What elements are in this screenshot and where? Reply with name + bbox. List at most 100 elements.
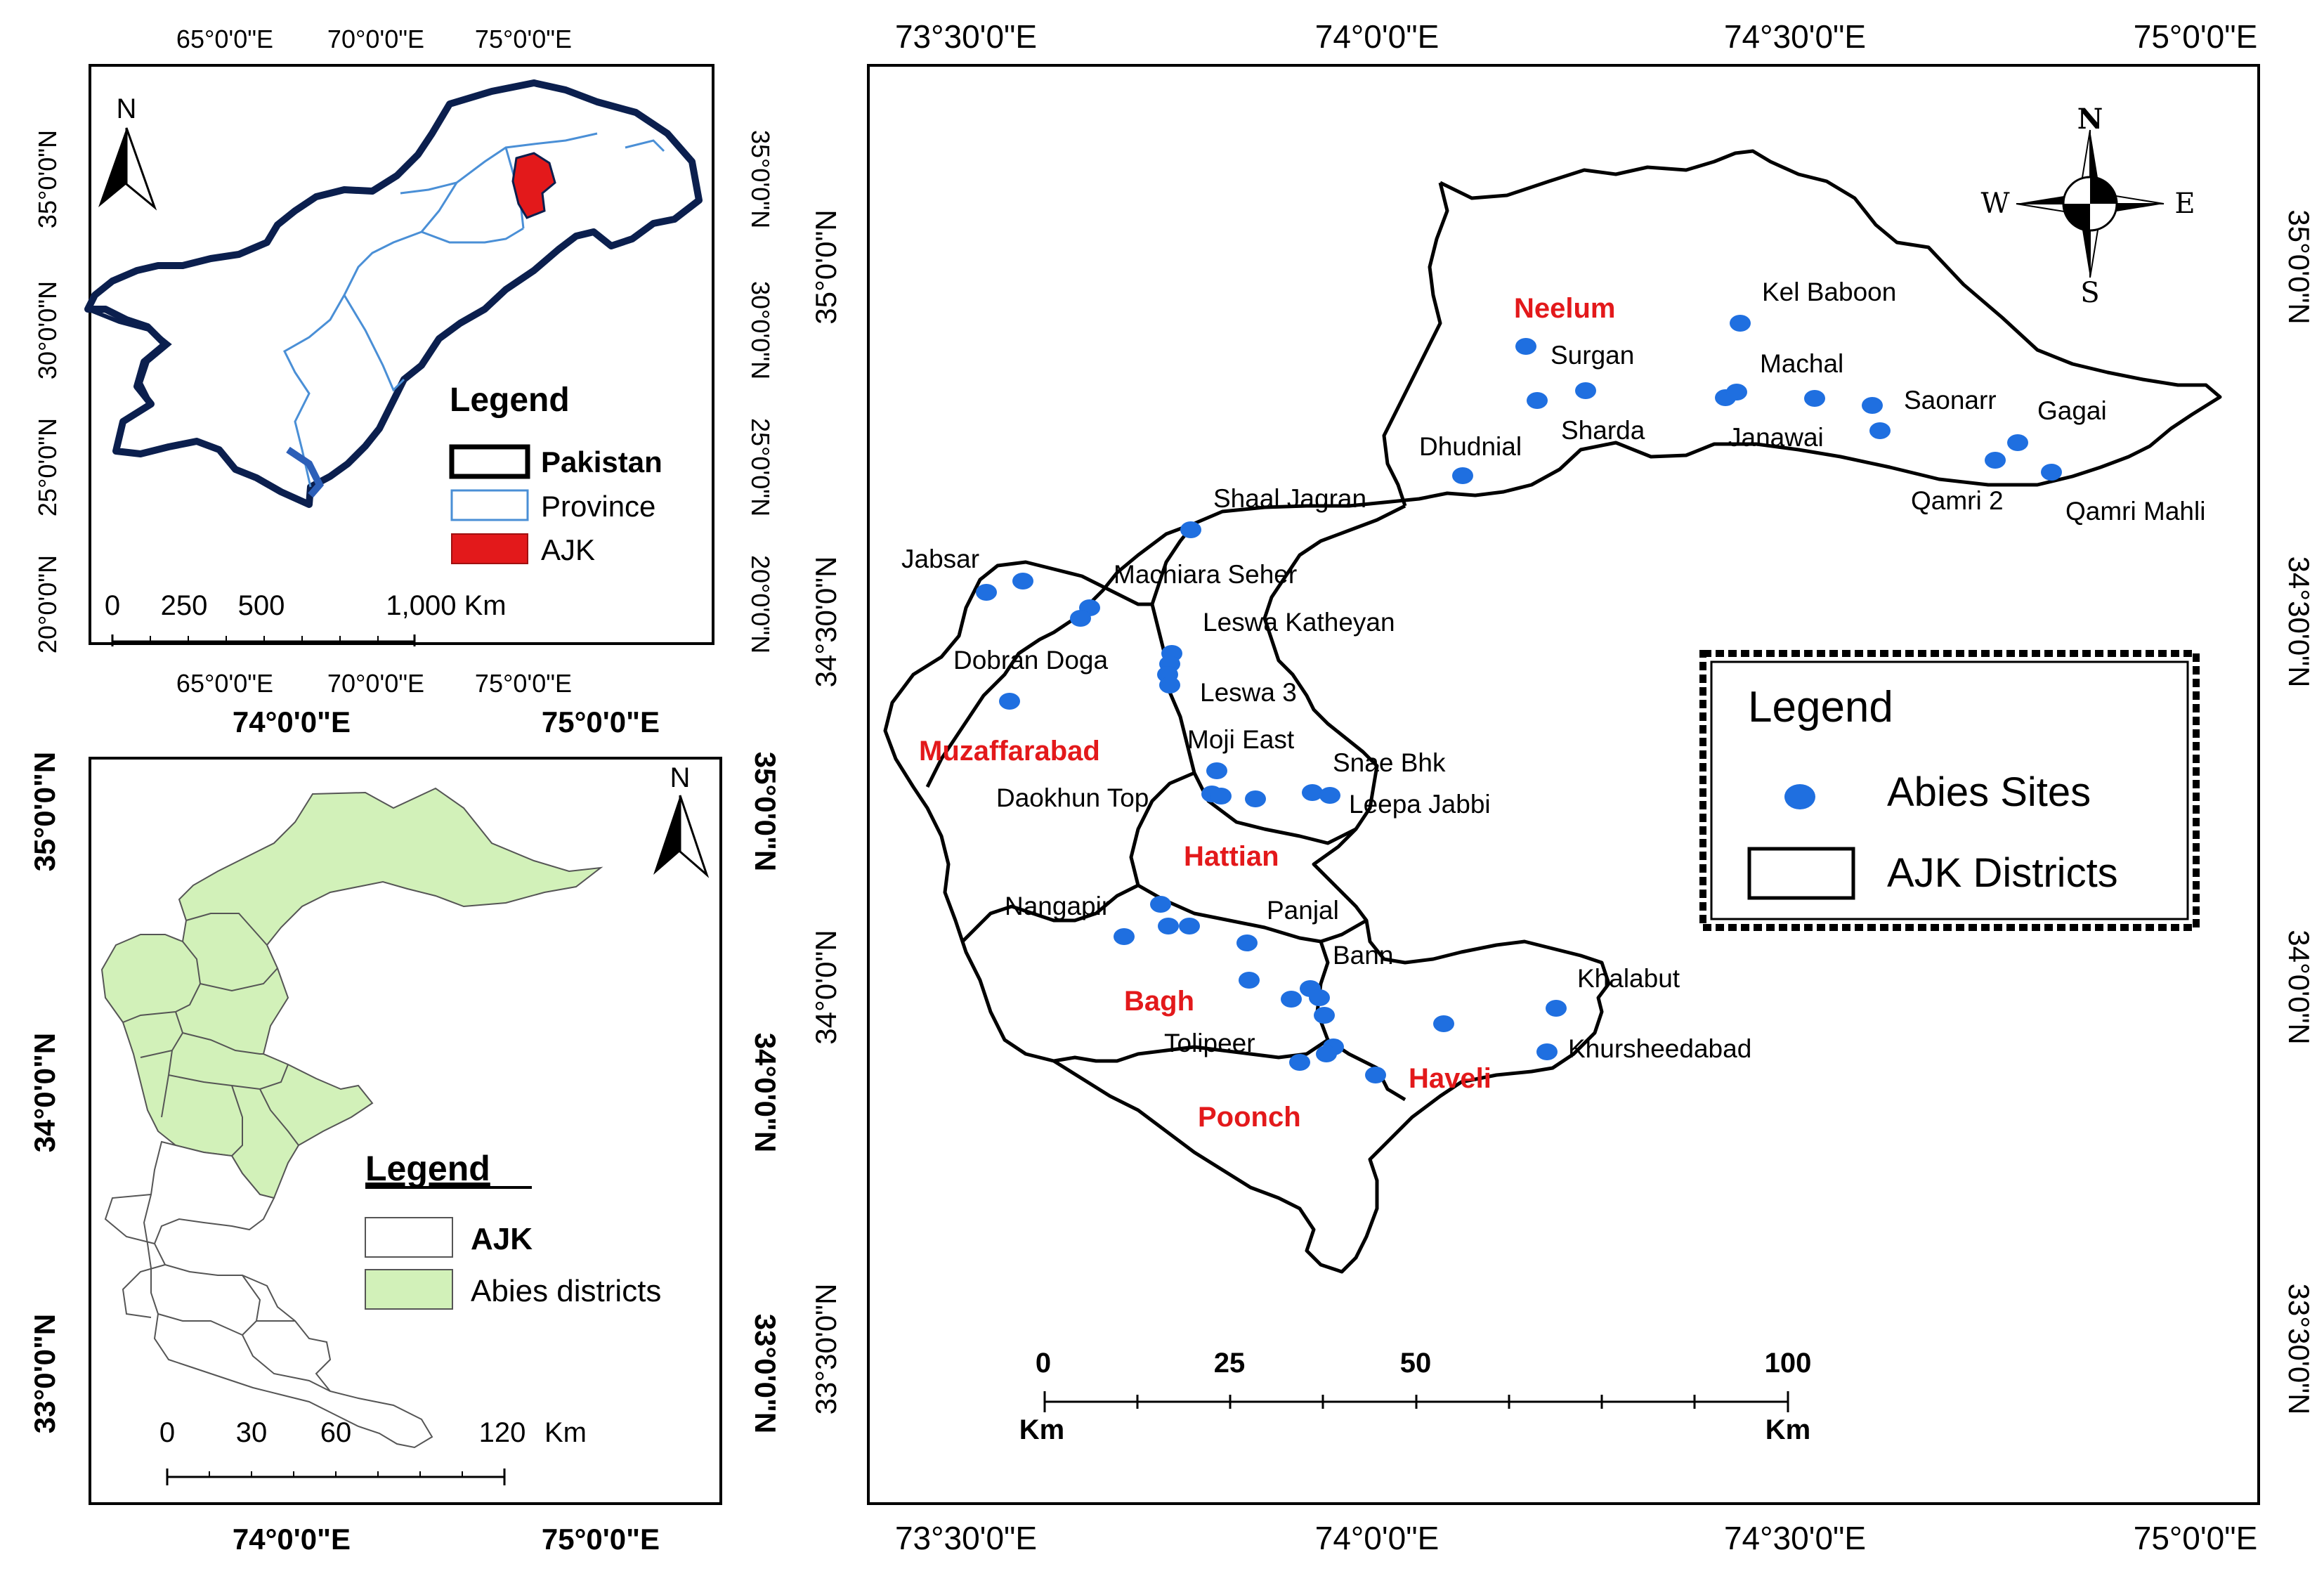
site-label-jabsar: Jabsar [901,545,979,573]
site-label-daokhun-top: Daokhun Top [996,783,1149,812]
legend-label-province: Province [541,490,655,523]
site-dot [1309,989,1330,1006]
main-lon-tick-top-7330: 73°30'0"E [895,18,1037,55]
district-label-haveli: Haveli [1409,1063,1491,1094]
legend-label-ajk-white: AJK [471,1222,533,1256]
site-dot [976,584,997,601]
site-dot [1730,315,1751,332]
ajk-lat-tick-right-33: 33°0'0"N [749,1314,782,1433]
site-dot [1862,397,1883,414]
site-dot [1159,677,1180,693]
main-scale-0: 0 [1036,1348,1051,1379]
main-map: 73°30'0"E 74°0'0"E 74°30'0"E 75°0'0"E 73… [809,18,2316,1556]
compass-n: N [2077,103,2103,136]
site-dot [1452,467,1473,484]
ajk-lon-tick-top-74: 74°0'0"E [233,705,351,738]
pakistan-legend-title: Legend [450,382,570,419]
site-dot [1536,1043,1558,1060]
compass-s: S [2080,277,2099,309]
site-label-tolipeer: Tolipeer [1164,1029,1255,1057]
site-label-leswa-3: Leswa 3 [1200,678,1297,707]
site-label-saonarr: Saonarr [1904,386,1997,415]
legend-label-ajk: AJK [541,533,595,566]
district-label-muzaffarabad: Muzaffarabad [919,736,1100,767]
main-lat-tick-left-3430: 34°30'0"N [809,556,842,688]
ajk-lat-tick-left-33: 33°0'0"N [28,1314,61,1433]
main-lon-tick-bottom-7430: 74°30'0"E [1724,1520,1866,1556]
abies-district-borders [122,913,299,1157]
site-dot [1985,452,2006,469]
site-dot [1289,1054,1310,1071]
main-lat-tick-right-35: 35°0'0"N [2283,209,2316,325]
district-label-bagh: Bagh [1124,986,1194,1017]
site-label-janawai: Janawai [1728,423,1824,452]
lon-tick-top-75: 75°0'0"E [475,25,572,53]
site-dot [1179,918,1200,934]
site-label-leepa-jabbi: Leepa Jabbi [1349,790,1491,819]
ajk-scale-bar: 0 30 60 120 Km [159,1417,587,1485]
site-dot [1210,788,1232,805]
site-dot [1546,1000,1567,1017]
scale-label-250: 250 [161,590,208,621]
ajk-legend-title: Legend [365,1149,490,1188]
ajk-southern-borders [104,1194,331,1392]
district-label-neelum: Neelum [1514,293,1616,324]
site-label-qamri-mahli: Qamri Mahli [2065,497,2205,526]
site-dot [999,693,1020,710]
abies-districts-region [100,787,603,1199]
ajk-scale-120: 120 [479,1417,526,1448]
main-scale-50: 50 [1400,1348,1432,1379]
pakistan-north-arrow: N [98,93,157,211]
legend-symbol-ajk [451,533,528,564]
ajk-region [511,152,556,219]
ajk-north-arrow-icon [653,795,680,875]
ajk-lon-tick-top-75: 75°0'0"E [542,705,660,738]
pakistan-legend: Legend Pakistan Province AJK [449,382,662,566]
legend-symbol-abies [365,1269,453,1310]
lat-tick-left-25: 25°0'0"N [33,418,62,516]
site-label-bann: Bann [1333,941,1393,970]
lon-tick-top-70: 70°0'0"E [327,25,424,53]
site-label-machal: Machal [1760,349,1843,378]
site-dot [1180,521,1201,538]
site-label-leswa-katheyan: Leswa Katheyan [1203,608,1395,637]
main-scale-bar: 0 25 50 100 Km Km [1019,1348,1812,1445]
abies-sites [976,315,2062,1083]
site-label-khursheedabad: Khursheedabad [1568,1034,1751,1063]
main-scale-100: 100 [1765,1348,1812,1379]
scale-label-1000: 1,000 Km [386,590,506,621]
ajk-legend: Legend AJK Abies districts [365,1149,661,1310]
lat-tick-right-25: 25°0'0"N [746,418,775,516]
main-lon-tick-bottom-74: 74°0'0"E [1315,1520,1440,1556]
lat-tick-left-35: 35°0'0"N [33,130,62,228]
site-dot [2041,464,2062,481]
site-dot [1314,1007,1335,1024]
site-dot [1302,784,1323,801]
site-dot [1206,762,1227,779]
main-lat-tick-right-3330: 33°30'0"N [2283,1284,2316,1415]
site-dot [1869,422,1891,439]
legend-symbol-pakistan [449,444,530,479]
compass-e: E [2174,188,2195,220]
site-label-khalabut: Khalabut [1577,964,1680,993]
site-dot [1150,896,1171,913]
site-label-dobran-doga: Dobran Doga [953,646,1109,675]
legend-label-pakistan: Pakistan [541,445,662,478]
lat-tick-right-20: 20°0'0"N [746,555,775,653]
legend-label-abies-sites: Abies Sites [1887,769,2091,815]
ajk-lon-tick-bottom-75: 75°0'0"E [542,1523,660,1556]
ajk-north-arrow: N [653,762,710,878]
north-label: N [117,93,137,124]
site-label-sharda: Sharda [1561,416,1645,445]
lat-tick-left-20: 20°0'0"N [33,555,62,653]
legend-symbol-ajk-districts [1747,847,1855,900]
pakistan-west-boundary [86,307,172,452]
main-scale-unit-left: Km [1019,1414,1064,1445]
main-lat-tick-right-3430: 34°30'0"N [2283,556,2316,688]
scale-label-0: 0 [105,590,120,621]
main-scale-unit-right: Km [1765,1414,1810,1445]
site-dot [1236,934,1258,951]
site-label-moji-east: Moji East [1187,725,1295,754]
ajk-scale-0: 0 [159,1417,175,1448]
